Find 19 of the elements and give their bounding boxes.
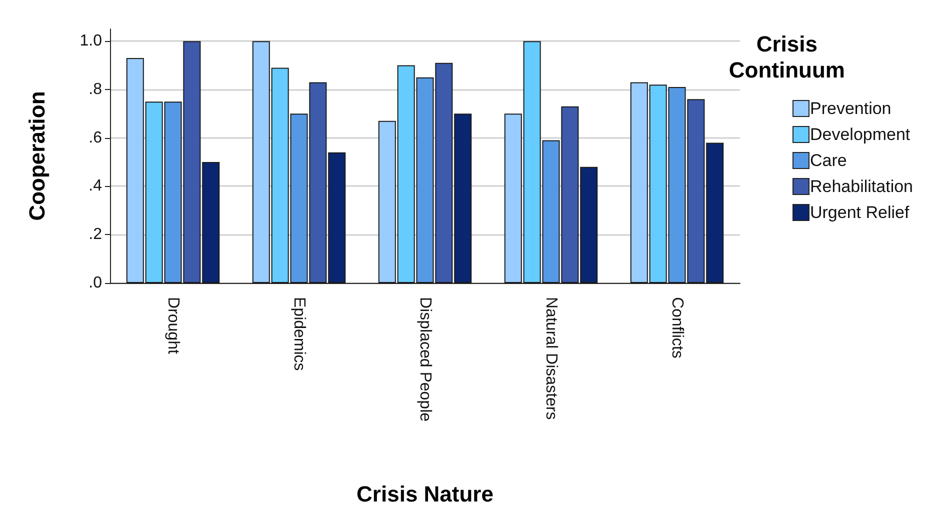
y-tick-label: .8 (88, 80, 102, 98)
legend-label: Urgent Relief (810, 203, 910, 222)
x-tick-label: Drought (164, 297, 182, 354)
y-tick-label: .4 (88, 178, 102, 195)
y-tick-label: 1.0 (80, 32, 102, 50)
y-axis-title: Cooperation (24, 91, 50, 221)
legend-label: Rehabilitation (810, 177, 914, 196)
x-tick-label: Conflicts (668, 297, 686, 358)
legend-label: Care (810, 151, 847, 170)
legend-title: Crisis Continuum (728, 32, 845, 82)
y-tick-label: .2 (88, 226, 102, 244)
x-tick-label: Displaced People (416, 297, 434, 422)
x-tick-label: Natural Disasters (542, 297, 560, 420)
legend-label: Prevention (810, 99, 892, 118)
x-axis-title: Crisis Nature (356, 482, 494, 506)
y-tick-label: .6 (88, 129, 102, 146)
legend-label: Development (810, 125, 910, 144)
x-tick-label: Epidemics (290, 297, 308, 371)
y-tick-label: .0 (88, 274, 102, 292)
